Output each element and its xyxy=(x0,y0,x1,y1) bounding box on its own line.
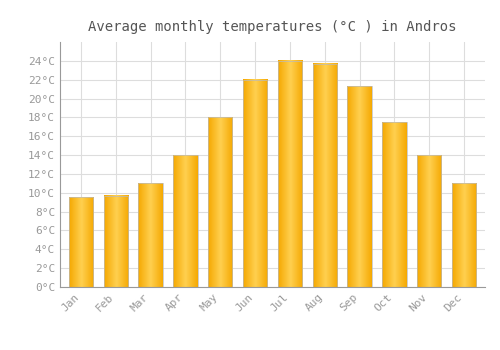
Bar xyxy=(278,61,302,287)
Bar xyxy=(417,155,442,287)
Bar xyxy=(104,196,128,287)
Bar xyxy=(452,183,476,287)
Bar xyxy=(138,183,163,287)
Bar xyxy=(348,86,372,287)
Bar xyxy=(382,122,406,287)
Bar xyxy=(68,197,93,287)
Bar xyxy=(208,117,233,287)
Bar xyxy=(173,155,198,287)
Title: Average monthly temperatures (°C ) in Andros: Average monthly temperatures (°C ) in An… xyxy=(88,20,457,34)
Bar xyxy=(312,64,337,287)
Bar xyxy=(243,80,268,287)
